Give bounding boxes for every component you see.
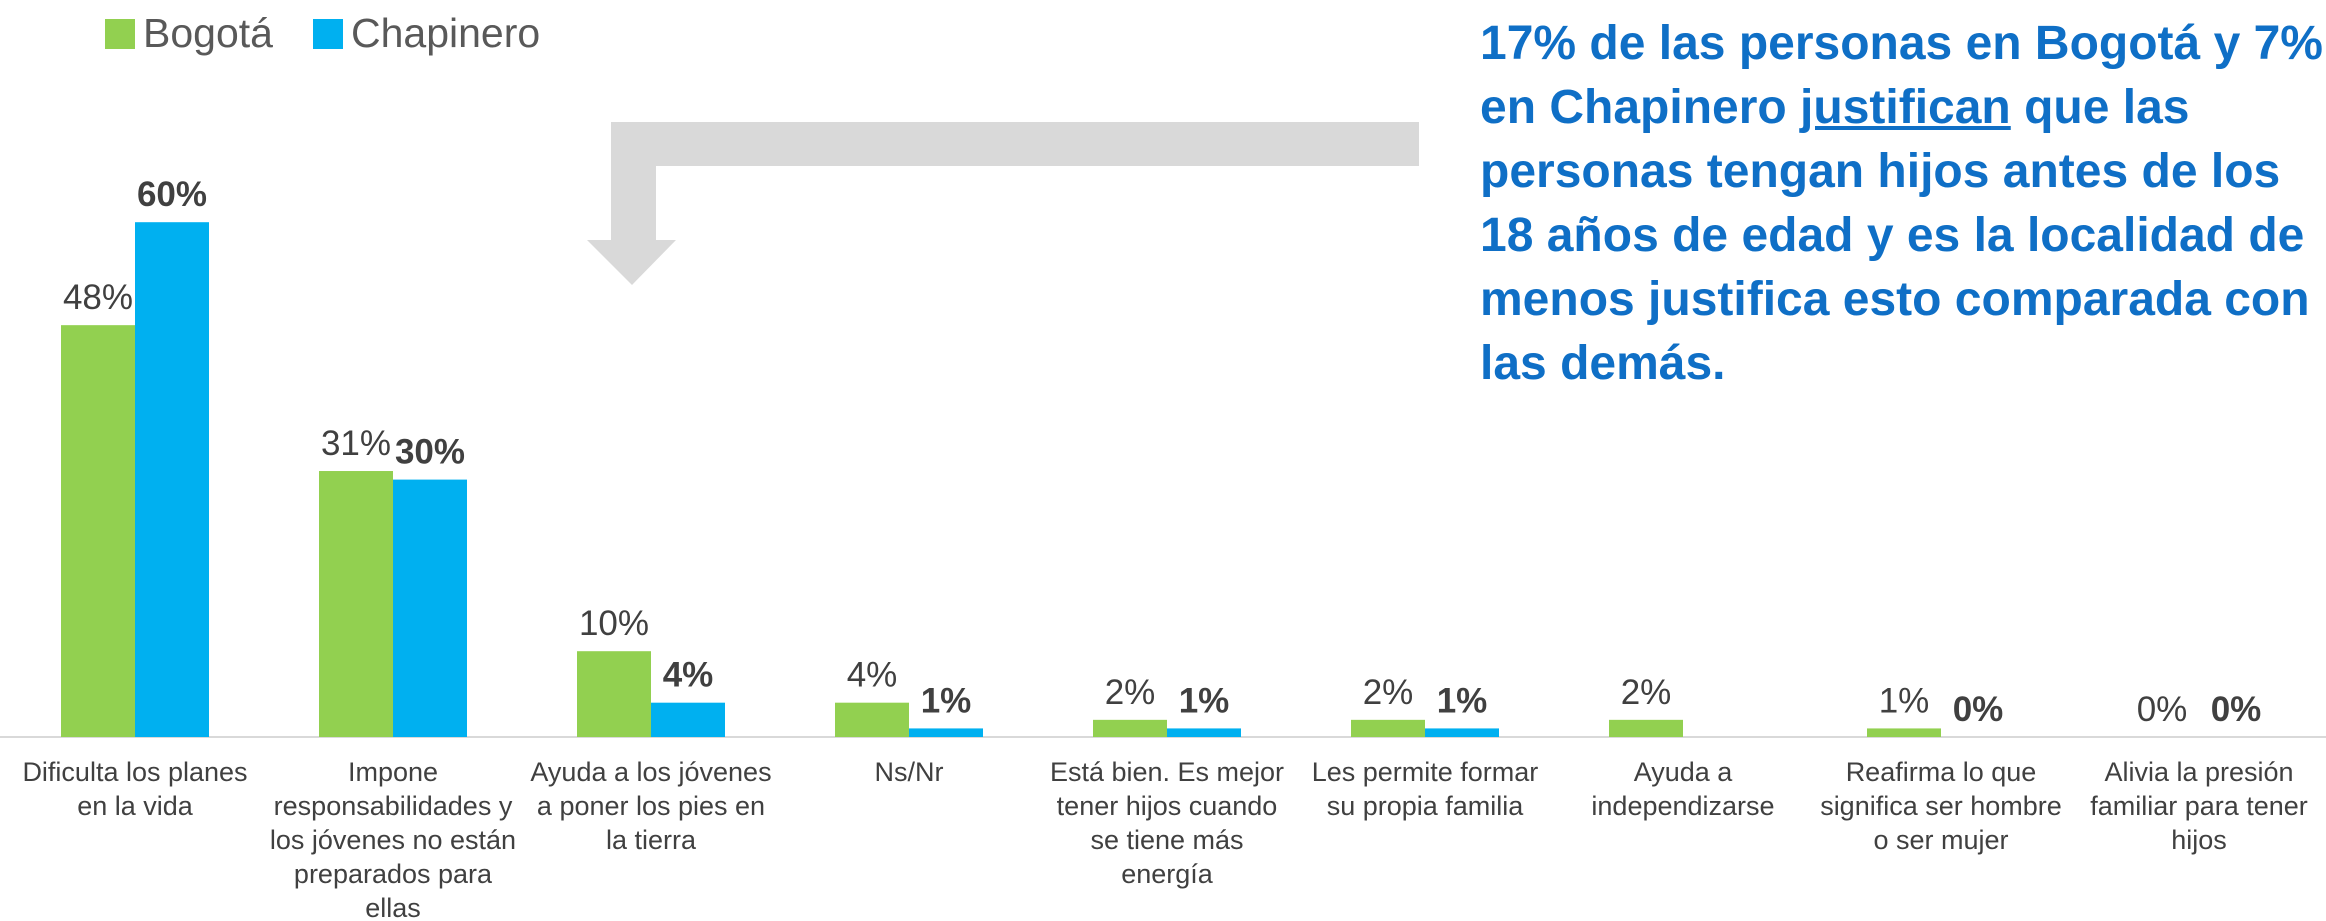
x-tick-label: Ayuda a los jóvenes a poner los pies en … — [530, 757, 772, 855]
legend-swatch — [313, 18, 343, 49]
arrow — [587, 122, 1419, 285]
bar — [577, 651, 651, 737]
value-label: 4% — [663, 656, 714, 695]
bar — [1609, 719, 1683, 737]
legend-label: Bogotá — [143, 10, 273, 56]
bar — [909, 728, 983, 737]
bar — [135, 222, 209, 737]
bar — [651, 702, 725, 737]
annotation-text: 17% de las personas en Bogotá y 7% en Ch… — [1480, 17, 2323, 134]
bar — [1867, 728, 1941, 737]
value-label: 1% — [1437, 681, 1488, 720]
value-label: 0% — [2211, 690, 2262, 729]
x-tick-label: Dificulta los planes en la vida — [22, 757, 248, 821]
legend-swatch — [105, 18, 135, 49]
value-label: 30% — [395, 433, 465, 472]
bar — [319, 471, 393, 737]
value-label: 4% — [847, 656, 898, 695]
bar — [1093, 719, 1167, 737]
legend-item: Chapinero — [313, 10, 540, 57]
value-label: 60% — [137, 175, 207, 214]
x-tick-label: Alivia la presión familiar para tener hi… — [2090, 757, 2308, 855]
x-tick-label: Ayuda a independizarse — [1591, 757, 1775, 821]
legend-item: Bogotá — [105, 10, 273, 57]
x-tick-label: Impone responsabilidades y los jóvenes n… — [269, 757, 517, 921]
value-label: 0% — [1953, 690, 2004, 729]
bar — [1425, 728, 1499, 737]
value-label: 1% — [921, 681, 972, 720]
bar — [1167, 728, 1241, 737]
bar — [61, 325, 135, 737]
x-tick-label: Ns/Nr — [874, 757, 944, 787]
legend-label: Chapinero — [351, 10, 541, 56]
value-label: 31% — [321, 424, 391, 463]
value-label: 10% — [579, 604, 649, 643]
annotation-text: que las personas tengan hijos antes de l… — [1480, 81, 2310, 390]
bar — [835, 702, 909, 737]
x-tick-label: Les permite formar su propia familia — [1311, 757, 1539, 821]
value-label: 0% — [2137, 690, 2188, 729]
value-label: 2% — [1105, 673, 1156, 712]
value-label: 1% — [1879, 681, 1930, 720]
bar — [393, 479, 467, 737]
value-label: 1% — [1179, 681, 1230, 720]
value-label: 2% — [1621, 673, 1672, 712]
x-tick-label: Reafirma lo que significa ser hombre o s… — [1820, 757, 2062, 855]
value-label: 2% — [1363, 673, 1414, 712]
annotation: 17% de las personas en Bogotá y 7% en Ch… — [1480, 12, 2326, 396]
bar — [1351, 719, 1425, 737]
annotation-text: justifican — [1800, 81, 2011, 134]
x-tick-label: Está bien. Es mejor tener hijos cuando s… — [1049, 757, 1285, 889]
value-label: 48% — [63, 278, 133, 317]
